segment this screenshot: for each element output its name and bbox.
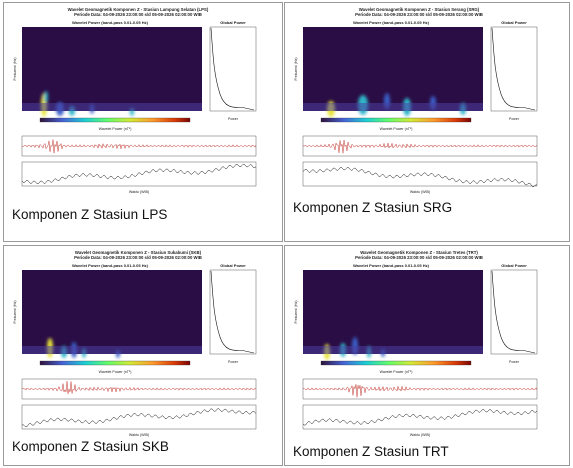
colorbar-label: Wavelet Power (nT²) bbox=[380, 370, 413, 374]
colorbar-label: Wavelet Power (nT²) bbox=[380, 127, 413, 131]
colorbar bbox=[320, 360, 472, 366]
trace bbox=[21, 139, 257, 154]
global-axes bbox=[490, 269, 538, 355]
raw-axes bbox=[302, 404, 538, 430]
panel-cell: Wavelet Geomagnetik Komponen Z - Stasiun… bbox=[3, 2, 283, 242]
figure-period: Periode Data: 04-09-2026 23:00:00 s/d 05… bbox=[355, 255, 483, 260]
raw-trace bbox=[21, 408, 257, 428]
figure-period: Periode Data: 04-09-2026 23:00:00 s/d 05… bbox=[74, 255, 202, 260]
raw-axes bbox=[302, 161, 538, 187]
raw-trace bbox=[21, 163, 257, 185]
x-label: Waktu (WIB) bbox=[410, 433, 430, 437]
global-curve bbox=[210, 270, 255, 354]
figure: Wavelet Geomagnetik Komponen Z - Stasiun… bbox=[294, 7, 538, 194]
x-label: Waktu (WIB) bbox=[129, 433, 149, 437]
global-curve bbox=[210, 27, 255, 111]
figure-title: Wavelet Geomagnetik Komponen Z - Stasiun… bbox=[359, 7, 480, 12]
caption: Komponen Z Stasiun LPS bbox=[12, 207, 168, 222]
trace bbox=[21, 381, 257, 394]
spectrogram bbox=[22, 270, 202, 354]
trace-axes bbox=[302, 378, 538, 400]
spectrogram bbox=[303, 270, 483, 354]
spectrogram-glow bbox=[303, 103, 483, 111]
raw-trace bbox=[302, 409, 538, 426]
panel-cell: Wavelet Geomagnetik Komponen Z - Stasiun… bbox=[284, 245, 570, 466]
caption: Komponen Z Stasiun SRG bbox=[293, 200, 453, 215]
wavelet-title: Wavelet Power (band-pass 0.01-0.05 Hz) bbox=[353, 20, 430, 25]
power-label: Power bbox=[228, 360, 239, 364]
figure: Wavelet Geomagnetik Komponen Z - Stasiun… bbox=[294, 250, 538, 437]
colorbar bbox=[39, 360, 191, 366]
y-label: Frekuensi (Hz) bbox=[13, 301, 17, 324]
trace bbox=[302, 384, 538, 398]
wavelet-title: Wavelet Power (band-pass 0.01-0.05 Hz) bbox=[353, 263, 430, 268]
colorbar bbox=[320, 117, 472, 123]
panel-cell: Wavelet Geomagnetik Komponen Z - Stasiun… bbox=[284, 2, 570, 242]
colorbar-label: Wavelet Power (nT²) bbox=[99, 127, 132, 131]
figure-period: Periode Data: 04-09-2026 23:00:00 s/d 05… bbox=[355, 12, 483, 17]
global-curve bbox=[491, 270, 536, 354]
global-title: Global Power bbox=[220, 263, 246, 268]
global-axes bbox=[209, 269, 257, 355]
trace bbox=[302, 139, 538, 154]
global-title: Global Power bbox=[220, 20, 246, 25]
power-label: Power bbox=[509, 117, 520, 121]
y-label: Frekuensi (Hz) bbox=[294, 58, 298, 81]
figure: Wavelet Geomagnetik Komponen Z - Stasiun… bbox=[13, 250, 257, 437]
spectrogram-glow bbox=[22, 346, 202, 354]
colorbar-label: Wavelet Power (nT²) bbox=[99, 370, 132, 374]
y-label: Frekuensi (Hz) bbox=[294, 301, 298, 324]
x-label: Waktu (WIB) bbox=[410, 190, 430, 194]
power-label: Power bbox=[228, 117, 239, 121]
figure-title: Wavelet Geomagnetik Komponen Z - Stasiun… bbox=[68, 7, 209, 12]
y-label: Frekuensi (Hz) bbox=[13, 58, 17, 81]
figure-title: Wavelet Geomagnetik Komponen Z - Stasiun… bbox=[360, 250, 478, 255]
trace-axes bbox=[21, 135, 257, 157]
spectrogram bbox=[22, 27, 202, 111]
spectrogram-glow bbox=[22, 103, 202, 111]
panel-cell: Wavelet Geomagnetik Komponen Z - Stasiun… bbox=[3, 245, 283, 466]
global-curve bbox=[491, 27, 536, 111]
power-label: Power bbox=[509, 360, 520, 364]
spectrogram bbox=[303, 27, 483, 111]
power-blob bbox=[44, 91, 48, 103]
raw-axes bbox=[21, 404, 257, 430]
figure-period: Periode Data: 04-09-2026 23:00:00 s/d 05… bbox=[74, 12, 202, 17]
caption: Komponen Z Stasiun TRT bbox=[293, 444, 449, 459]
global-title: Global Power bbox=[501, 263, 527, 268]
x-label: Waktu (WIB) bbox=[129, 190, 149, 194]
colorbar bbox=[39, 117, 191, 123]
global-axes bbox=[490, 26, 538, 112]
wavelet-title: Wavelet Power (band-pass 0.01-0.05 Hz) bbox=[72, 20, 149, 25]
figure-title: Wavelet Geomagnetik Komponen Z - Stasiun… bbox=[75, 250, 202, 255]
caption: Komponen Z Stasiun SKB bbox=[12, 439, 169, 454]
global-title: Global Power bbox=[501, 20, 527, 25]
raw-trace bbox=[302, 167, 538, 188]
figure: Wavelet Geomagnetik Komponen Z - Stasiun… bbox=[13, 7, 257, 194]
wavelet-title: Wavelet Power (band-pass 0.01-0.05 Hz) bbox=[72, 263, 149, 268]
raw-axes bbox=[21, 161, 257, 187]
global-axes bbox=[209, 26, 257, 112]
spectrogram-glow bbox=[303, 346, 483, 354]
